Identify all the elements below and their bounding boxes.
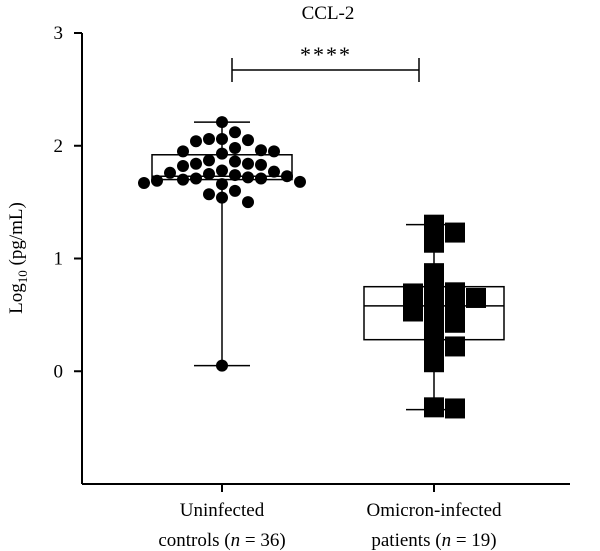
category-label-line1: Uninfected	[180, 500, 265, 521]
data-point	[424, 232, 444, 253]
y-tick-label: 0	[54, 361, 64, 382]
data-point	[255, 172, 267, 185]
y-axis-label-subscript: 10	[15, 270, 30, 283]
data-point	[294, 175, 306, 188]
chart-title: CCL-2	[302, 3, 355, 24]
y-axis-label-main: Log	[6, 283, 27, 314]
data-point	[229, 169, 241, 182]
data-point	[190, 157, 202, 170]
significance-label: ****	[300, 42, 352, 67]
data-point	[255, 158, 267, 171]
data-point	[216, 147, 228, 160]
data-point	[242, 171, 254, 184]
data-point	[268, 145, 280, 158]
svg-text:Log10 (pg/mL): Log10 (pg/mL)	[6, 202, 30, 314]
data-point	[203, 132, 215, 145]
data-point	[242, 157, 254, 170]
data-point	[445, 222, 465, 243]
axes: 0 1 2 3	[54, 23, 570, 492]
data-point	[190, 135, 202, 148]
y-tick-label: 2	[54, 136, 64, 157]
data-point	[151, 174, 163, 187]
data-point	[216, 359, 228, 372]
data-point	[229, 184, 241, 197]
data-point	[445, 295, 465, 316]
data-point	[216, 164, 228, 177]
data-point	[203, 154, 215, 167]
data-point	[138, 176, 150, 189]
data-point	[445, 312, 465, 333]
y-axis-label: Log10 (pg/mL)	[6, 202, 30, 314]
data-point	[268, 165, 280, 178]
data-point	[203, 188, 215, 201]
data-point	[403, 301, 423, 322]
data-point	[229, 155, 241, 168]
category-label-line1: Omicron-infected	[366, 500, 502, 521]
data-point	[216, 178, 228, 191]
data-point	[177, 173, 189, 186]
y-axis-label-unit: (pg/mL)	[6, 202, 27, 270]
data-point	[242, 196, 254, 209]
data-point	[216, 116, 228, 129]
data-point	[403, 283, 423, 304]
data-point	[203, 167, 215, 180]
y-tick-label: 3	[54, 23, 64, 44]
data-point	[242, 134, 254, 147]
data-point	[190, 172, 202, 185]
data-point	[229, 126, 241, 139]
data-point	[424, 214, 444, 235]
category-label-line2: patients (n = 19)	[371, 530, 496, 551]
plot-area: ****	[138, 42, 505, 419]
data-point	[424, 334, 444, 355]
data-point	[216, 132, 228, 145]
data-point	[255, 144, 267, 157]
data-point	[164, 166, 176, 179]
data-point	[424, 352, 444, 373]
data-point	[177, 160, 189, 173]
data-point	[445, 336, 465, 357]
data-point	[216, 191, 228, 204]
data-point	[281, 170, 293, 183]
data-point	[466, 287, 486, 308]
data-point	[424, 397, 444, 418]
data-point	[445, 398, 465, 419]
y-tick-label: 1	[54, 249, 64, 270]
category-label-line2: controls (n = 36)	[158, 530, 285, 551]
data-point	[229, 142, 241, 155]
data-point	[177, 145, 189, 158]
category-labels: Uninfected controls (n = 36) Omicron-infec…	[158, 500, 502, 551]
